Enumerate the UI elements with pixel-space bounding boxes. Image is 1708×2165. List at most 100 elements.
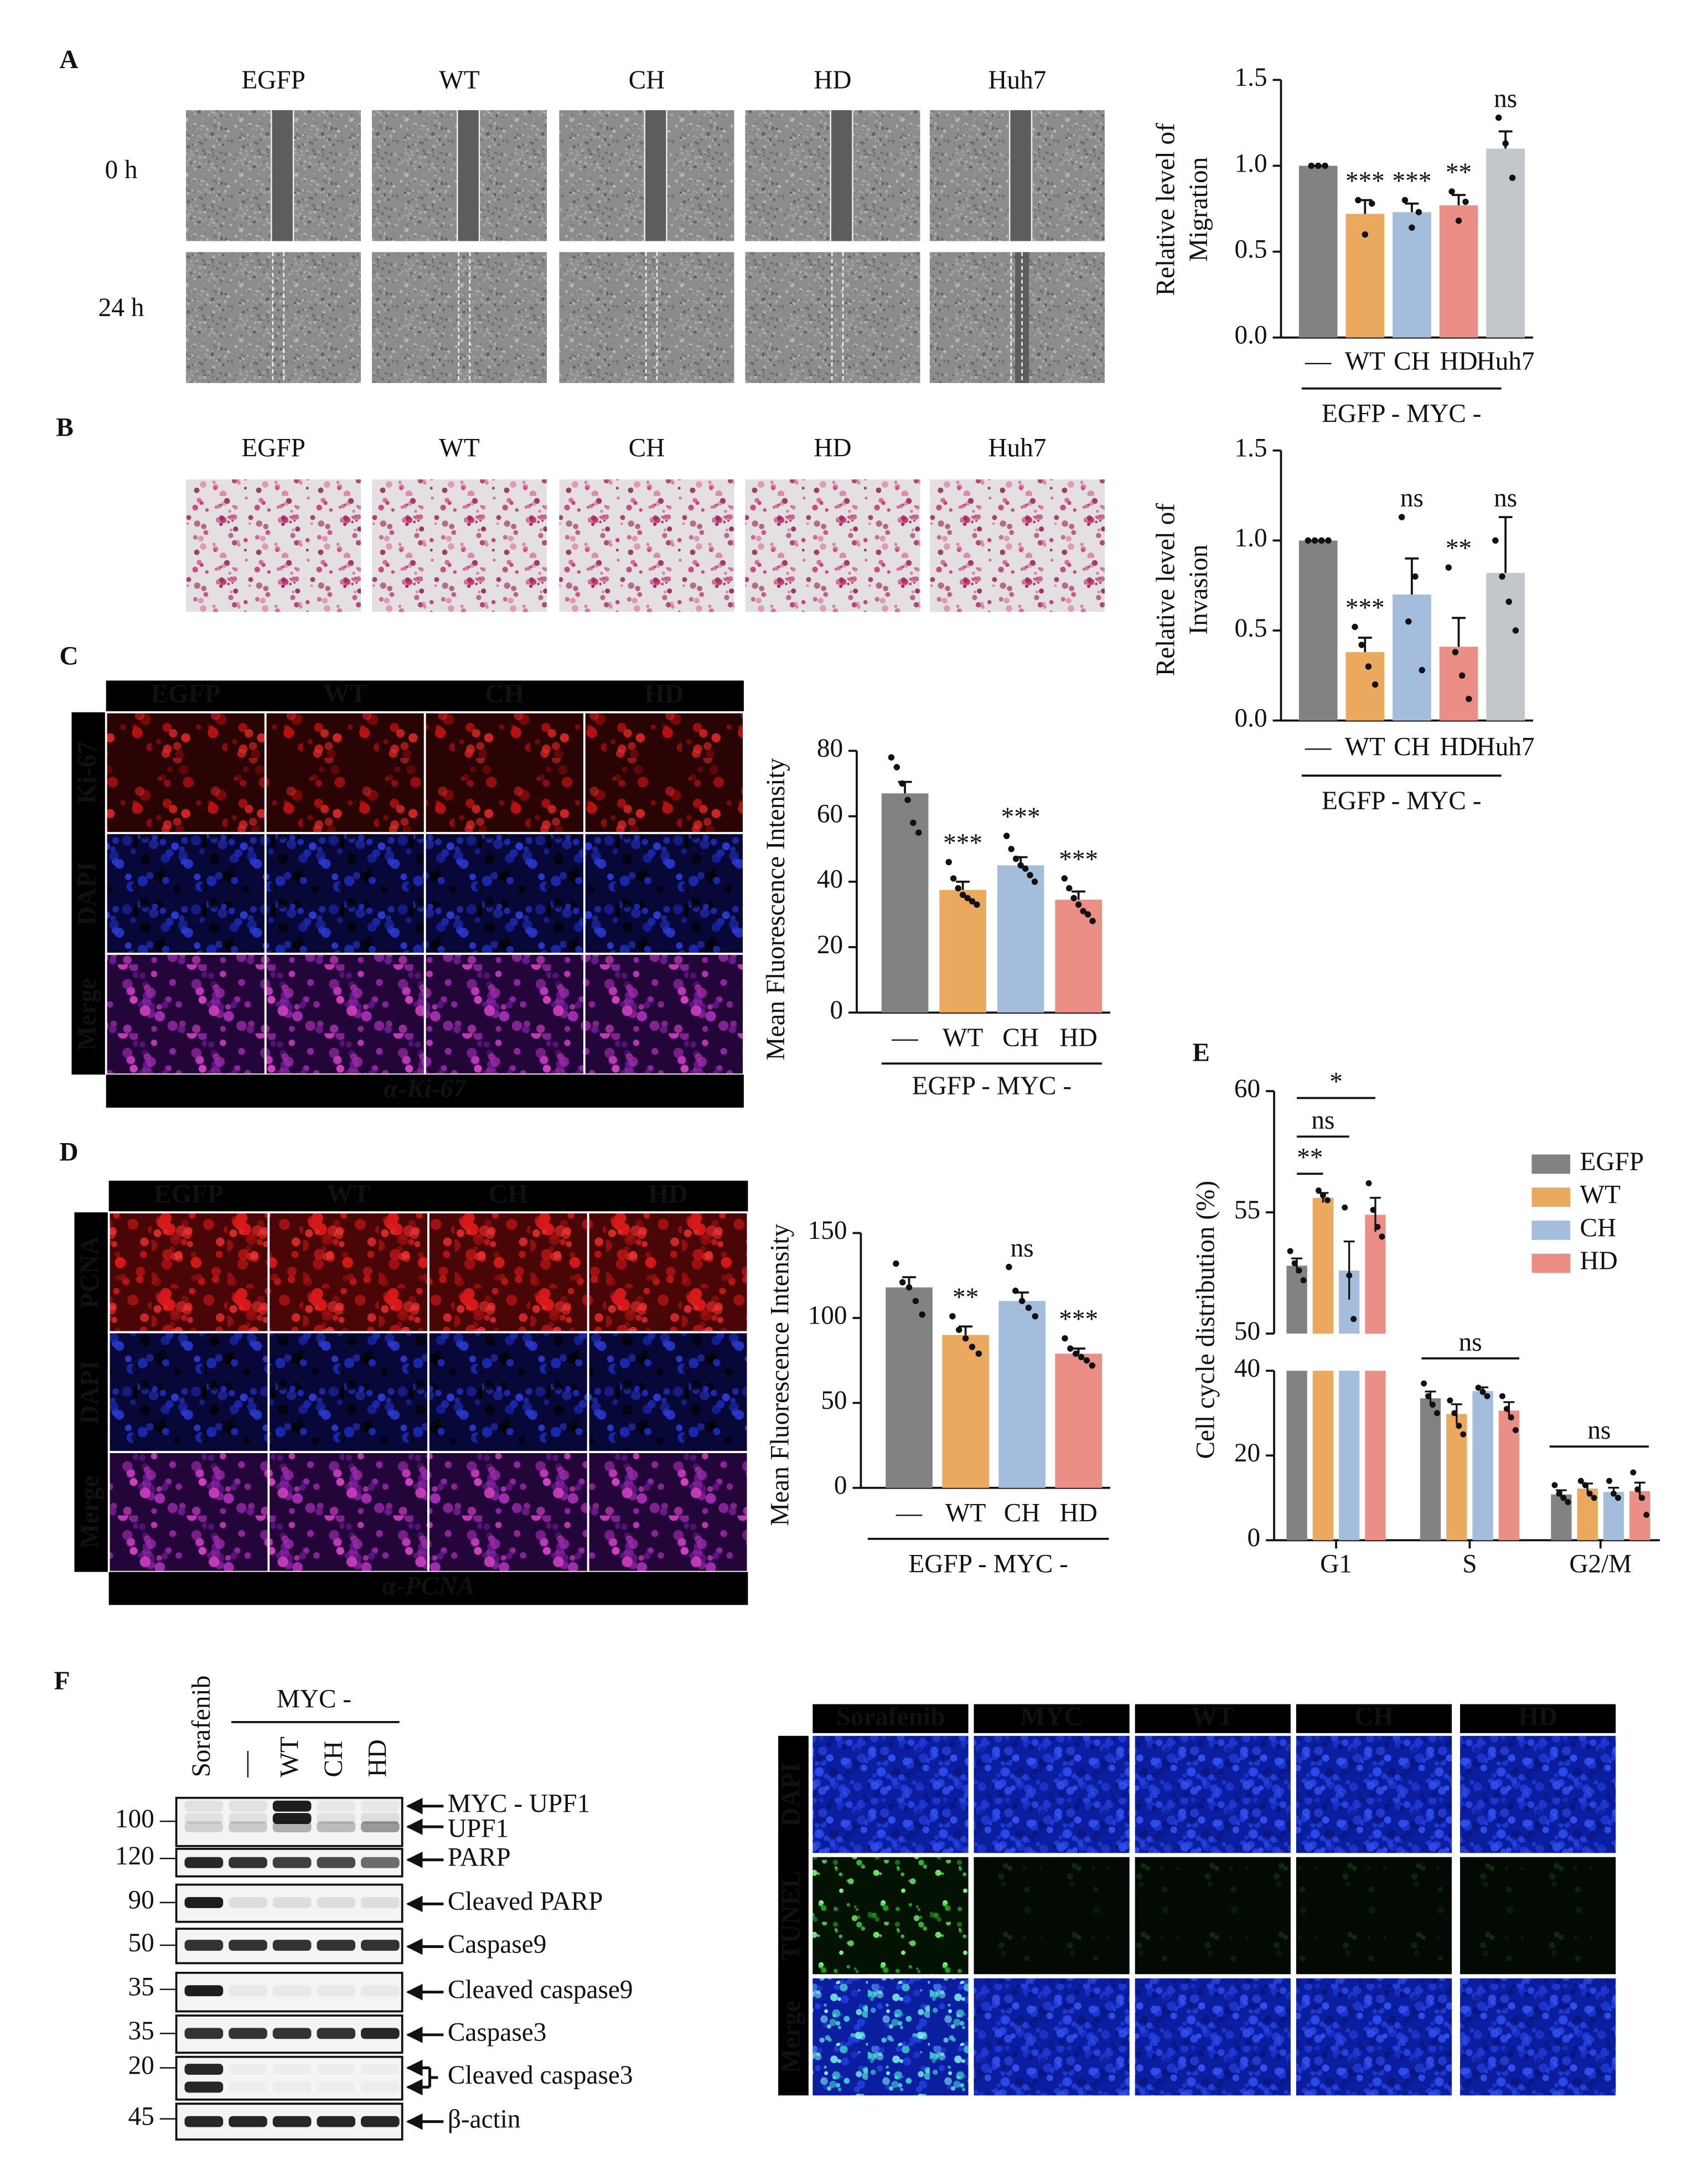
significance-label: ** xyxy=(1297,1143,1323,1172)
micrograph xyxy=(107,1211,270,1334)
data-point xyxy=(1425,1393,1432,1399)
panel-label: A xyxy=(59,45,78,74)
data-point xyxy=(1503,1406,1510,1412)
data-point xyxy=(912,1298,919,1304)
row-label-strip xyxy=(778,1735,809,2096)
panel-label: F xyxy=(54,1667,70,1696)
column-header: EGFP xyxy=(151,680,221,709)
blot-band xyxy=(361,2116,400,2127)
data-point xyxy=(1078,1353,1085,1361)
micrograph xyxy=(423,831,586,955)
data-point xyxy=(1556,1490,1562,1497)
y-axis-label: Migration xyxy=(1184,157,1213,262)
data-point xyxy=(1025,1304,1032,1311)
micrograph xyxy=(587,1331,749,1453)
footer-bar xyxy=(108,1572,748,1605)
data-point xyxy=(1370,1207,1376,1213)
micrograph xyxy=(583,831,745,955)
size-marker: 35 xyxy=(128,1973,154,2002)
data-point xyxy=(888,754,895,761)
row-label: 24 h xyxy=(99,293,144,322)
blot-band xyxy=(273,2081,312,2092)
data-point xyxy=(1012,1288,1019,1294)
blot-band xyxy=(317,1813,356,1825)
y-tick-label: 60 xyxy=(1234,1074,1260,1103)
data-point xyxy=(1495,114,1502,121)
micrograph xyxy=(583,711,745,834)
x-tick-label: HD xyxy=(1440,347,1477,376)
data-point xyxy=(1324,1197,1331,1203)
footer-bar xyxy=(106,1074,744,1108)
data-point xyxy=(1421,1380,1427,1387)
x-tick-label: S xyxy=(1462,1550,1477,1579)
legend-label: CH xyxy=(1580,1213,1617,1242)
data-point xyxy=(962,1335,969,1342)
data-point xyxy=(945,859,952,866)
group-label: EGFP - MYC - xyxy=(908,1550,1068,1579)
size-marker: 100 xyxy=(115,1805,154,1833)
significance-label: *** xyxy=(1059,845,1098,874)
data-point xyxy=(1611,1490,1617,1497)
invasion-image xyxy=(185,479,361,612)
row-label: 0 h xyxy=(105,156,137,184)
data-point xyxy=(1018,1298,1026,1304)
y-tick-label: 1.5 xyxy=(1235,63,1267,92)
blot-band xyxy=(317,1897,356,1908)
blot-band xyxy=(184,1897,224,1908)
bar xyxy=(1055,900,1102,1013)
y-tick-label: 40 xyxy=(1234,1354,1260,1383)
blot-band xyxy=(184,2116,224,2127)
data-point xyxy=(1606,1477,1613,1484)
data-point xyxy=(1586,1490,1593,1497)
data-point xyxy=(1061,875,1068,882)
y-tick-label: 150 xyxy=(808,1216,847,1245)
bar xyxy=(1439,647,1478,721)
column-header: EGFP xyxy=(154,1180,224,1208)
bar xyxy=(1286,1371,1307,1541)
column-label: EGFP xyxy=(241,66,306,95)
column-header: HD xyxy=(649,1180,688,1208)
data-point xyxy=(1362,231,1369,238)
bar xyxy=(1603,1492,1624,1541)
x-tick-label: — xyxy=(896,1499,923,1527)
column-label: WT xyxy=(439,66,480,95)
y-tick-label: 20 xyxy=(1234,1439,1260,1468)
x-tick-label: HD xyxy=(1060,1024,1098,1052)
data-point xyxy=(1314,162,1322,169)
blot-band xyxy=(229,1821,267,1832)
column-label: CH xyxy=(629,434,665,463)
data-point xyxy=(1512,1427,1519,1433)
column-header: WT xyxy=(323,680,367,709)
bar xyxy=(886,1287,933,1488)
data-point xyxy=(1401,197,1409,204)
micrograph xyxy=(267,1331,429,1453)
row-label: Merge xyxy=(73,978,102,1051)
band-label: UPF1 xyxy=(448,1814,509,1843)
y-axis-label: Cell cycle distribution (%) xyxy=(1191,1181,1220,1459)
data-point xyxy=(1008,845,1015,852)
column-header: CH xyxy=(485,680,524,709)
data-point xyxy=(1318,537,1325,544)
micrograph xyxy=(974,1978,1130,2096)
data-point xyxy=(1452,649,1459,655)
significance-label: ns xyxy=(1494,484,1517,513)
bar xyxy=(1298,166,1338,338)
data-point xyxy=(1291,1260,1298,1267)
size-marker: 45 xyxy=(128,2102,154,2131)
scratch-gap xyxy=(271,110,294,241)
data-point xyxy=(1072,1350,1079,1357)
micrograph xyxy=(264,953,426,1076)
data-point xyxy=(1505,598,1512,605)
data-point xyxy=(1315,1187,1322,1194)
micrograph xyxy=(1135,1735,1291,1853)
data-point xyxy=(1409,224,1415,231)
blot-band xyxy=(361,1800,400,1812)
column-header: HD xyxy=(1518,1703,1557,1732)
column-header: CH xyxy=(1354,1703,1394,1732)
blot-band xyxy=(229,2064,267,2075)
data-point xyxy=(1365,1180,1372,1186)
data-point xyxy=(1492,537,1499,544)
blot-band xyxy=(229,1940,267,1951)
column-label: HD xyxy=(814,434,851,463)
